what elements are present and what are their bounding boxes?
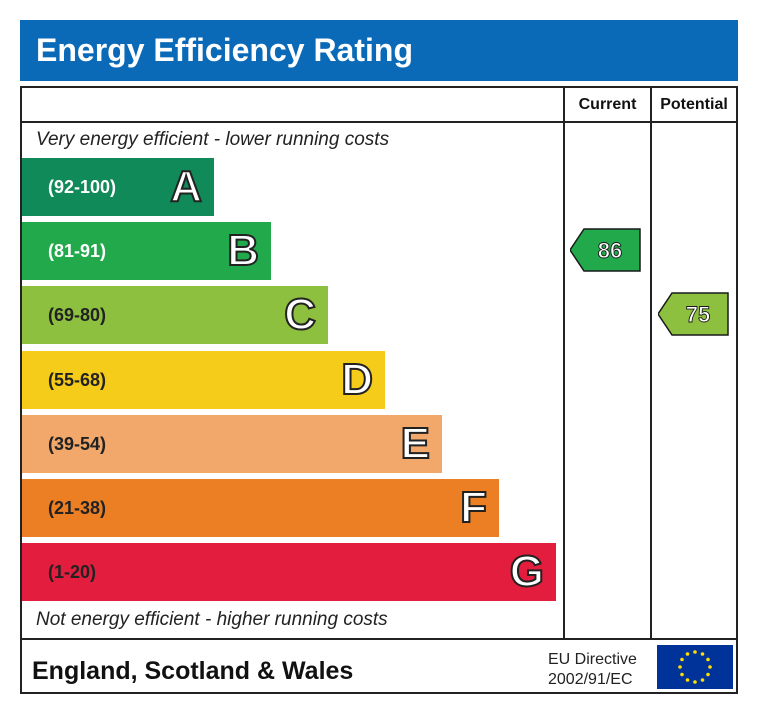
band-e: (39-54) E [22, 414, 442, 473]
divider-main [563, 88, 565, 640]
eu-star [693, 650, 697, 654]
band-letter-label: G [509, 546, 545, 597]
current-rating-arrow-shape [570, 228, 641, 272]
band-letter-label: D [340, 354, 374, 405]
footer-directive: EU Directive 2002/91/EC [548, 650, 637, 690]
eu-star [685, 678, 690, 682]
band-f: (21-38) F [22, 479, 499, 537]
eu-star [706, 672, 710, 677]
band-a: (92-100) A [22, 158, 214, 216]
band-c: (69-80) C [22, 286, 328, 345]
eu-star [693, 680, 697, 684]
band-letter-label: F [459, 482, 488, 533]
band-letter-label: E [400, 418, 431, 469]
band-g: (1-20) G [22, 543, 556, 602]
bottom-caption: Not energy efficient - higher running co… [36, 609, 388, 630]
top-caption: Very energy efficient - lower running co… [36, 129, 390, 150]
potential-rating-arrow-shape [658, 292, 729, 337]
column-header-potential: Potential [660, 96, 728, 113]
eu-star [680, 657, 684, 662]
eu-star [706, 657, 710, 662]
band-range-label: (1-20) [48, 562, 97, 583]
eu-star [680, 672, 684, 677]
header-rule [22, 121, 736, 123]
eu-flag-icon [657, 645, 733, 689]
current-rating-arrow-value: 86 [598, 238, 622, 263]
band-letter-label: B [226, 225, 260, 276]
rating-frame: Current Potential Very energy efficient … [20, 86, 738, 694]
eu-star [678, 665, 682, 669]
potential-rating-arrow: 75 [658, 292, 729, 337]
current-rating-arrow: 86 [570, 228, 641, 272]
directive-line-1: EU Directive [548, 651, 637, 668]
column-header-current: Current [578, 96, 637, 113]
footer-rule [22, 638, 736, 640]
chart-title: Energy Efficiency Rating [20, 20, 738, 81]
band-letter-label: C [283, 289, 317, 340]
divider-columns [650, 88, 652, 640]
band-d: (55-68) D [22, 350, 385, 409]
footer-region: England, Scotland & Wales [32, 657, 354, 685]
band-range-label: (81-91) [48, 241, 107, 262]
potential-rating-arrow-value: 75 [686, 302, 710, 327]
eu-star [708, 665, 712, 669]
band-letter-label: A [169, 161, 203, 212]
band-b: (81-91) B [22, 222, 271, 281]
band-range-label: (39-54) [48, 433, 107, 454]
eu-star [700, 678, 705, 682]
eu-star [685, 652, 690, 656]
band-range-label: (69-80) [48, 305, 107, 326]
directive-line-2: 2002/91/EC [548, 671, 633, 688]
band-range-label: (55-68) [48, 369, 107, 390]
eu-star [700, 652, 705, 656]
band-range-label: (92-100) [48, 177, 117, 197]
band-range-label: (21-38) [48, 498, 107, 518]
